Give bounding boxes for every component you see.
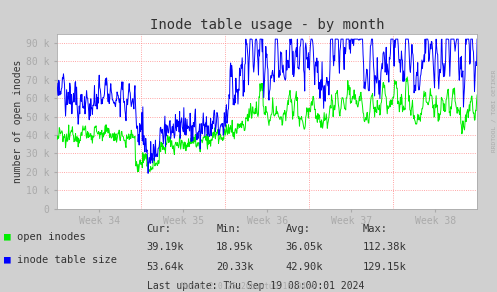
Text: Last update: Thu Sep 19 08:00:01 2024: Last update: Thu Sep 19 08:00:01 2024 — [147, 281, 364, 291]
Text: 20.33k: 20.33k — [216, 262, 253, 272]
Text: Max:: Max: — [363, 224, 388, 234]
Text: Avg:: Avg: — [286, 224, 311, 234]
Title: Inode table usage - by month: Inode table usage - by month — [150, 18, 384, 32]
Text: Min:: Min: — [216, 224, 241, 234]
Text: inode table size: inode table size — [17, 255, 117, 265]
Text: Munin 2.0.25-2ubuntu0.16.04.4: Munin 2.0.25-2ubuntu0.16.04.4 — [181, 281, 316, 291]
Text: open inodes: open inodes — [17, 232, 85, 241]
Text: ■: ■ — [4, 232, 11, 241]
Text: 129.15k: 129.15k — [363, 262, 407, 272]
Text: 112.38k: 112.38k — [363, 242, 407, 252]
Text: 36.05k: 36.05k — [286, 242, 323, 252]
Text: 53.64k: 53.64k — [147, 262, 184, 272]
Text: Cur:: Cur: — [147, 224, 171, 234]
Y-axis label: number of open inodes: number of open inodes — [13, 60, 23, 183]
Text: ■: ■ — [4, 255, 11, 265]
Text: 18.95k: 18.95k — [216, 242, 253, 252]
Text: RRDTOOL / TOBI OETIKER: RRDTOOL / TOBI OETIKER — [491, 70, 496, 152]
Text: 42.90k: 42.90k — [286, 262, 323, 272]
Text: 39.19k: 39.19k — [147, 242, 184, 252]
